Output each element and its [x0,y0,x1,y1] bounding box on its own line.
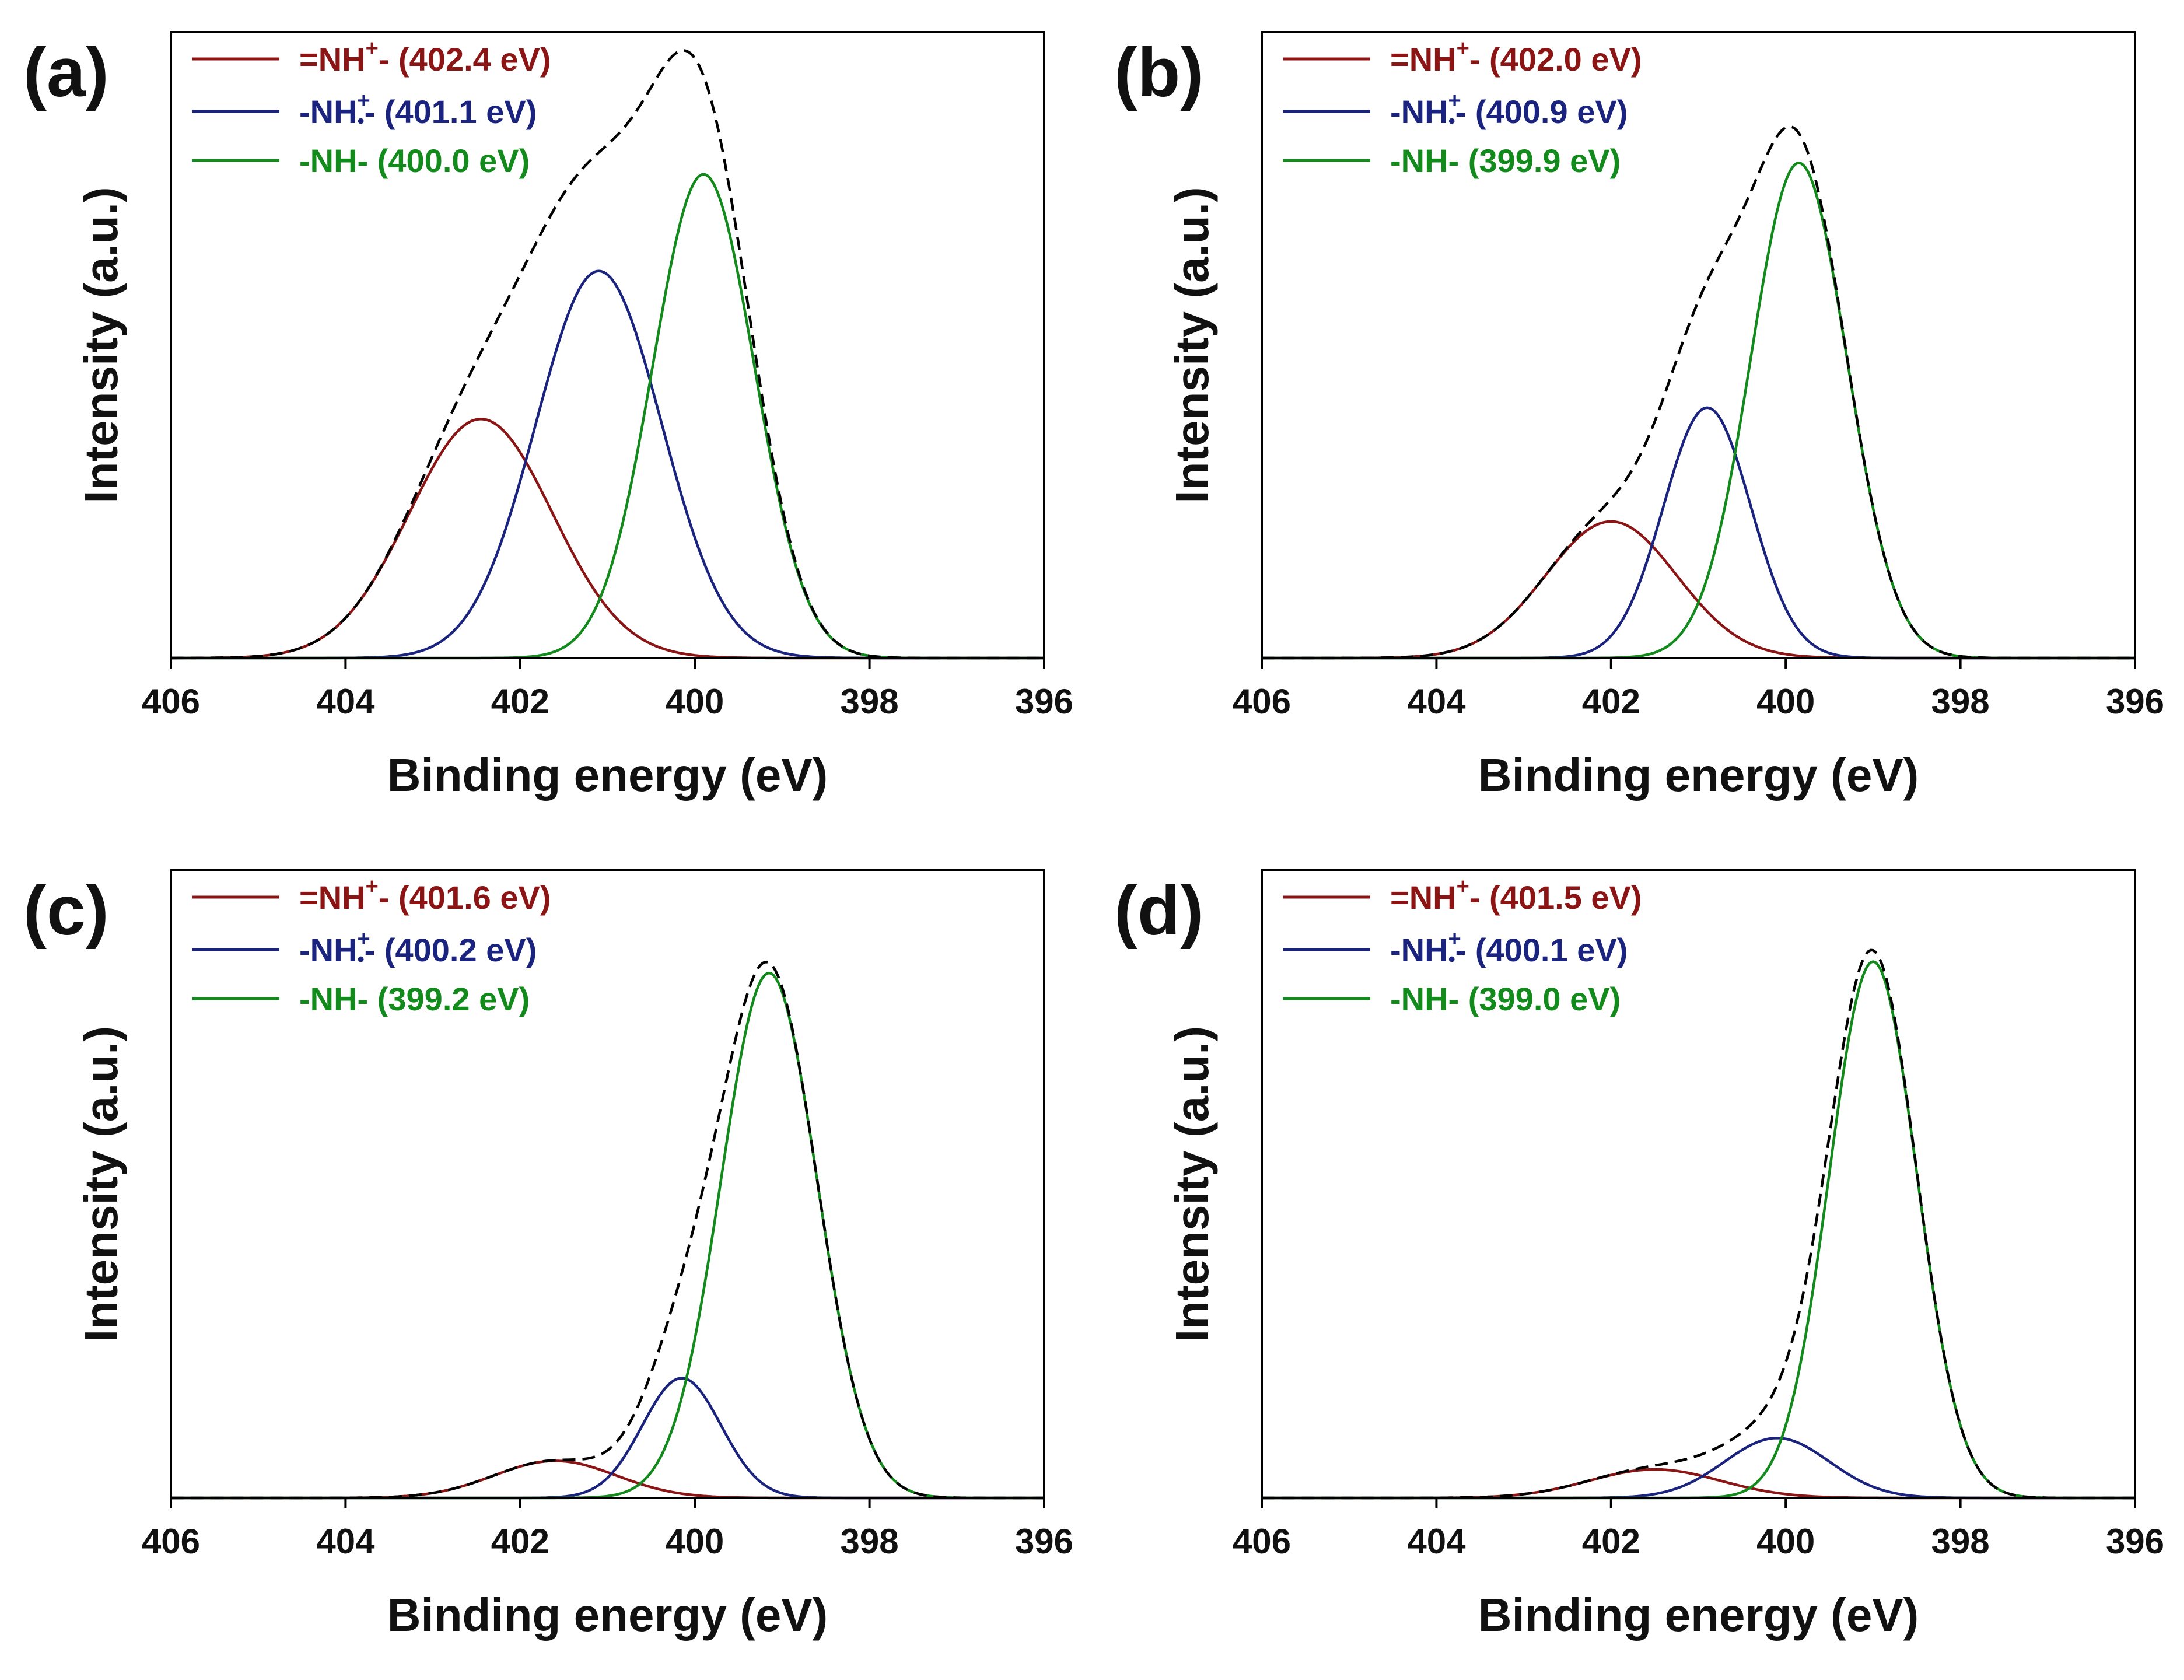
legend-label: -NH- (400.0 eV) [299,142,530,179]
legend-entry: =NH+- (401.5 eV) [1283,874,1642,916]
chart-panel-2: 406 404 402 400 398 396 Binding energy (eV) Int… [23,869,1073,1641]
x-tick-label: 396 [1015,682,1073,721]
x-axis-label: Binding energy (eV) [387,749,828,801]
panel-label: (b) [1114,33,1203,111]
x-tick-label: 404 [1407,682,1466,721]
series-line-2 [171,971,1044,1500]
y-axis-label: Intensity (a.u.) [1166,1026,1218,1342]
x-tick-label: 406 [1233,1522,1291,1561]
legend-label: -NH- (399.0 eV) [1390,981,1620,1017]
legend-entry: =NH+- (402.4 eV) [192,36,551,78]
series-line-0 [1262,1468,2135,1500]
x-tick-label: 402 [1582,1522,1640,1561]
x-axis-label: Binding energy (eV) [387,1589,828,1641]
x-tick-label: 404 [316,682,375,721]
x-tick-label: 398 [841,1522,899,1561]
legend-label: -NH- (399.2 eV) [299,981,530,1017]
legend-label: -NH- (399.9 eV) [1390,142,1620,179]
x-tick-label: 398 [1931,682,1990,721]
legend-label: -NH+ •- (400.9 eV) [1390,89,1628,132]
legend-label: =NH+- (401.6 eV) [299,874,551,916]
legend-label: =NH+- (402.4 eV) [299,36,551,78]
x-tick-label: 400 [666,1522,724,1561]
chart-panel-3: 406 404 402 400 398 396 Binding energy (eV) Int… [1114,869,2164,1641]
legend-entry: =NH+- (402.0 eV) [1283,36,1642,78]
legend-label: -NH+ •- (401.1 eV) [299,89,537,132]
chart-panel-0: 406 404 402 400 398 396 Binding energy (eV) Int… [23,31,1073,801]
x-tick-label: 404 [1407,1522,1466,1561]
legend-entry: -NH+ •- (400.2 eV) [192,927,537,971]
x-axis-label: Binding energy (eV) [1478,749,1919,801]
chart-panel-1: 406 404 402 400 398 396 Binding energy (eV) Int… [1114,31,2164,801]
x-tick-label: 396 [2106,1522,2164,1561]
x-tick-label: 406 [1233,682,1291,721]
legend-entry: =NH+- (401.6 eV) [192,874,551,916]
x-tick-label: 398 [1931,1522,1990,1561]
envelope-curve [1262,949,2135,1500]
legend-entry: -NH- (399.0 eV) [1283,981,1620,1017]
x-tick-label: 396 [2106,682,2164,721]
x-axis-label: Binding energy (eV) [1478,1589,1919,1641]
x-tick-label: 404 [316,1522,375,1561]
plot-frame [170,869,1045,1499]
panel-label: (a) [23,33,109,111]
legend-entry: -NH- (400.0 eV) [192,142,530,179]
x-tick-label: 402 [1582,682,1640,721]
legend-entry: -NH+ •- (401.1 eV) [192,89,537,132]
envelope-curve [1262,125,2135,660]
series-line-0 [171,418,1044,660]
x-tick-label: 400 [1756,682,1815,721]
series-line-2 [1262,162,2135,660]
y-axis-label: Intensity (a.u.) [75,1026,127,1342]
legend-entry: -NH- (399.2 eV) [192,981,530,1017]
series-line-1 [1262,1437,2135,1500]
series-line-0 [1262,520,2135,660]
y-axis-label: Intensity (a.u.) [75,187,127,503]
x-tick-label: 400 [1756,1522,1815,1561]
plot-frame [1261,31,2136,659]
x-tick-label: 396 [1015,1522,1073,1561]
envelope-curve [171,960,1044,1500]
y-axis-label: Intensity (a.u.) [1166,187,1218,503]
x-tick-label: 402 [491,1522,550,1561]
legend-entry: -NH+ •- (400.9 eV) [1283,89,1628,132]
legend-label: -NH+ •- (400.1 eV) [1390,927,1628,971]
series-line-1 [1262,406,2135,660]
legend-label: =NH+- (402.0 eV) [1390,36,1642,78]
x-tick-label: 398 [841,682,899,721]
series-line-2 [1262,960,2135,1500]
series-line-2 [171,173,1044,660]
legend-entry: -NH+ •- (400.1 eV) [1283,927,1628,971]
legend-label: =NH+- (401.5 eV) [1390,874,1642,916]
plot-frame [170,31,1045,659]
panel-label: (d) [1114,872,1203,950]
x-tick-label: 406 [142,682,200,721]
x-tick-label: 406 [142,1522,200,1561]
series-line-1 [171,270,1044,660]
plot-frame [1261,869,2136,1499]
x-tick-label: 402 [491,682,550,721]
envelope-curve [171,49,1044,660]
legend-label: -NH+ •- (400.2 eV) [299,927,537,971]
x-tick-label: 400 [666,682,724,721]
legend-entry: -NH- (399.9 eV) [1283,142,1620,179]
panel-label: (c) [23,872,109,950]
series-line-1 [171,1377,1044,1500]
